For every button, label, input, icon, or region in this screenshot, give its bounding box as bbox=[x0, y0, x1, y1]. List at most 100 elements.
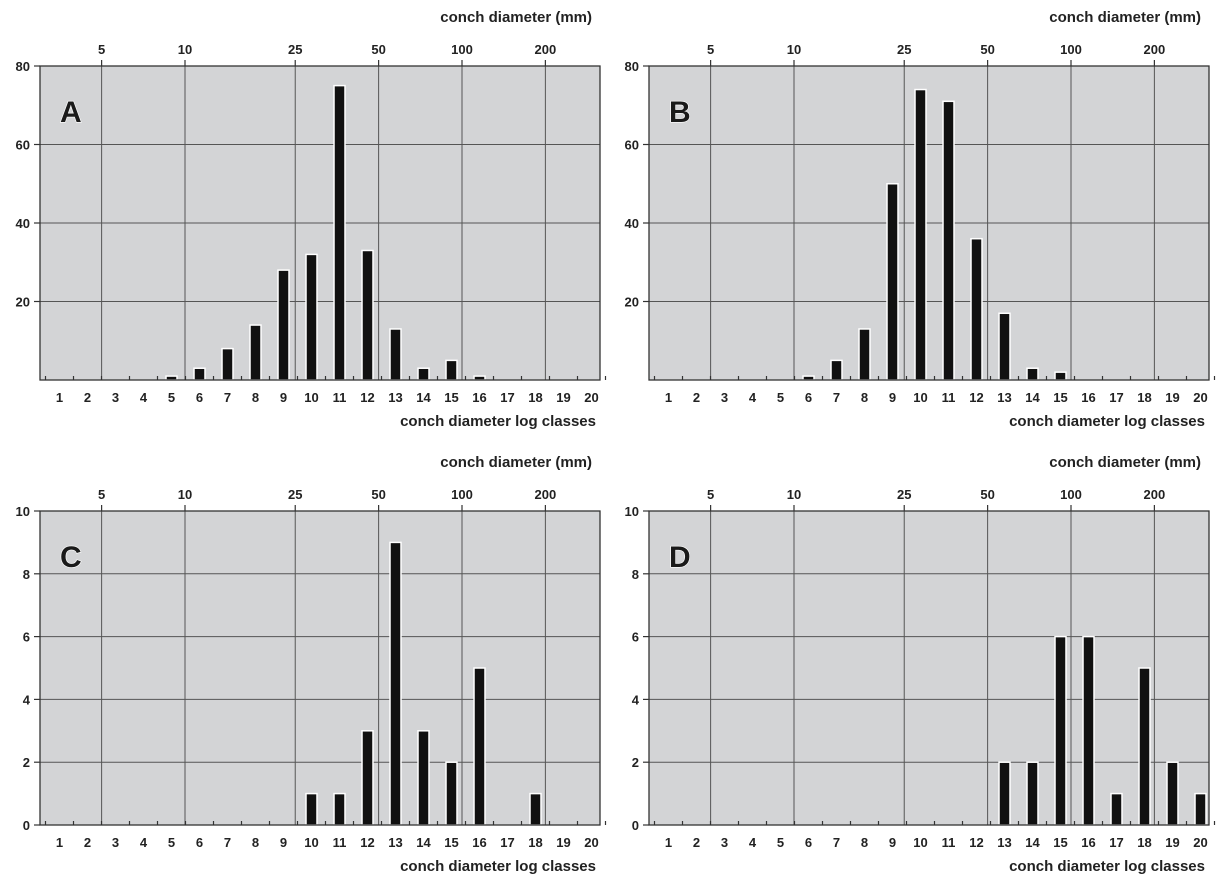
bar-class-10 bbox=[914, 88, 927, 381]
x-tick-label: 2 bbox=[693, 390, 700, 405]
x-tick-label: 8 bbox=[252, 390, 259, 405]
y-tick-label: 10 bbox=[625, 504, 639, 519]
top-tick-label: 100 bbox=[1060, 487, 1082, 502]
bar-class-6 bbox=[193, 367, 206, 381]
bar-class-15 bbox=[1054, 371, 1067, 381]
x-tick-label: 20 bbox=[1193, 390, 1207, 405]
x-tick-label: 14 bbox=[1025, 835, 1040, 850]
top-tick-label: 10 bbox=[178, 42, 192, 57]
x-tick-label: 7 bbox=[833, 390, 840, 405]
bar-class-11 bbox=[333, 84, 346, 381]
plot-area bbox=[649, 511, 1209, 825]
x-tick-label: 1 bbox=[665, 390, 672, 405]
x-tick-label: 5 bbox=[777, 835, 784, 850]
x-tick-label: 8 bbox=[861, 390, 868, 405]
top-tick-label: 25 bbox=[897, 487, 911, 502]
x-tick-label: 5 bbox=[168, 390, 175, 405]
x-tick-label: 19 bbox=[556, 390, 570, 405]
y-tick-label: 60 bbox=[625, 138, 639, 153]
x-tick-label: 10 bbox=[304, 390, 318, 405]
top-tick-label: 10 bbox=[787, 487, 801, 502]
x-tick-label: 13 bbox=[997, 835, 1011, 850]
x-axis-title: conch diameter log classes bbox=[1009, 413, 1205, 430]
plot-frame bbox=[648, 510, 1210, 826]
x-tick-label: 1 bbox=[665, 835, 672, 850]
x-tick-label: 11 bbox=[942, 390, 956, 405]
panel-letter: B bbox=[669, 96, 691, 129]
x-tick-label: 8 bbox=[252, 835, 259, 850]
x-tick-label: 10 bbox=[913, 835, 927, 850]
y-tick-label: 40 bbox=[16, 216, 30, 231]
x-tick-label: 7 bbox=[224, 835, 231, 850]
bar-class-18 bbox=[1138, 667, 1151, 826]
bar-class-15 bbox=[445, 359, 458, 381]
x-tick-label: 12 bbox=[969, 390, 983, 405]
bar-class-7 bbox=[830, 359, 843, 381]
bar-class-12 bbox=[970, 237, 983, 381]
x-tick-label: 18 bbox=[1137, 390, 1151, 405]
top-tick-label: 50 bbox=[371, 487, 385, 502]
x-tick-label: 14 bbox=[416, 835, 431, 850]
x-tick-label: 6 bbox=[196, 390, 203, 405]
bar-class-15 bbox=[1054, 635, 1067, 826]
x-tick-label: 12 bbox=[969, 835, 983, 850]
x-tick-label: 16 bbox=[1081, 835, 1095, 850]
x-tick-label: 3 bbox=[721, 835, 728, 850]
x-tick-label: 18 bbox=[528, 835, 542, 850]
x-tick-label: 13 bbox=[388, 390, 402, 405]
x-tick-label: 4 bbox=[749, 390, 757, 405]
x-tick-label: 17 bbox=[500, 390, 514, 405]
bar-class-13 bbox=[998, 312, 1011, 381]
panel-letter: C bbox=[60, 541, 82, 574]
y-tick-label: 8 bbox=[632, 567, 639, 582]
x-tick-label: 14 bbox=[1025, 390, 1040, 405]
x-tick-label: 6 bbox=[196, 835, 203, 850]
plot-frame bbox=[39, 65, 601, 381]
x-tick-label: 20 bbox=[1193, 835, 1207, 850]
plot-frame bbox=[648, 65, 1210, 381]
x-tick-label: 1 bbox=[56, 835, 63, 850]
top-tick-label: 25 bbox=[288, 42, 302, 57]
x-tick-label: 4 bbox=[749, 835, 757, 850]
x-tick-label: 11 bbox=[942, 835, 956, 850]
bar-class-9 bbox=[277, 269, 290, 381]
y-tick-label: 40 bbox=[625, 216, 639, 231]
plot-area bbox=[40, 511, 600, 825]
bar-class-16 bbox=[473, 667, 486, 826]
x-tick-label: 19 bbox=[1165, 390, 1179, 405]
x-tick-label: 19 bbox=[556, 835, 570, 850]
x-tick-label: 3 bbox=[112, 835, 119, 850]
bar-class-7 bbox=[221, 347, 234, 381]
bar-class-9 bbox=[886, 183, 899, 381]
y-tick-label: 2 bbox=[632, 755, 639, 770]
y-tick-label: 60 bbox=[16, 138, 30, 153]
x-axis-title: conch diameter log classes bbox=[1009, 858, 1205, 875]
x-tick-label: 3 bbox=[721, 390, 728, 405]
top-tick-label: 10 bbox=[787, 42, 801, 57]
x-tick-label: 17 bbox=[500, 835, 514, 850]
y-tick-label: 6 bbox=[23, 630, 30, 645]
x-tick-label: 4 bbox=[140, 390, 148, 405]
bar-class-14 bbox=[417, 367, 430, 381]
top-tick-label: 50 bbox=[980, 42, 994, 57]
x-tick-label: 9 bbox=[889, 835, 896, 850]
x-tick-label: 18 bbox=[1137, 835, 1151, 850]
x-tick-label: 9 bbox=[280, 390, 287, 405]
x-tick-label: 14 bbox=[416, 390, 431, 405]
x-tick-label: 12 bbox=[360, 835, 374, 850]
top-tick-label: 5 bbox=[98, 487, 105, 502]
y-tick-label: 8 bbox=[23, 567, 30, 582]
top-tick-label: 100 bbox=[451, 42, 473, 57]
y-tick-label: 10 bbox=[16, 504, 30, 519]
x-tick-label: 5 bbox=[168, 835, 175, 850]
panel-letter: A bbox=[60, 96, 82, 129]
bar-class-14 bbox=[1026, 367, 1039, 381]
bar-class-13 bbox=[389, 328, 402, 381]
top-tick-label: 200 bbox=[1144, 487, 1166, 502]
bar-class-12 bbox=[361, 249, 374, 381]
bar-class-11 bbox=[942, 100, 955, 381]
x-tick-label: 16 bbox=[472, 835, 486, 850]
bar-class-13 bbox=[998, 761, 1011, 826]
